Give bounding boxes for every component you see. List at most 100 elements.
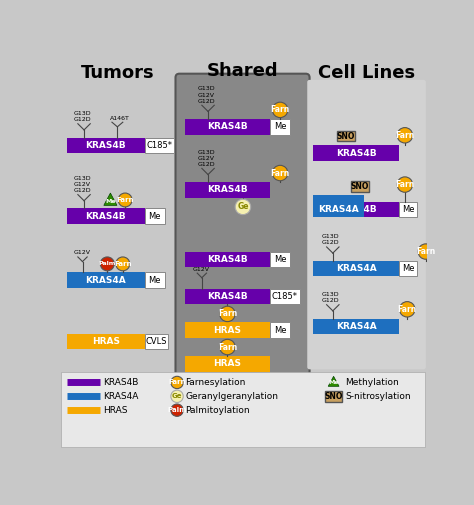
Text: Farn: Farn [271,106,290,114]
FancyBboxPatch shape [313,201,399,217]
Text: G12V: G12V [197,156,214,161]
Text: SNO: SNO [337,132,355,140]
Text: Farn: Farn [395,131,415,140]
Text: Me: Me [402,264,414,273]
Text: HRAS: HRAS [213,360,241,369]
FancyBboxPatch shape [175,74,310,376]
FancyBboxPatch shape [67,334,145,349]
FancyBboxPatch shape [307,80,426,369]
Text: KRAS4B: KRAS4B [336,205,376,214]
FancyBboxPatch shape [313,261,399,276]
Text: G13D: G13D [197,149,215,155]
Text: Ge: Ge [172,393,182,399]
FancyBboxPatch shape [61,372,425,447]
Text: Farn: Farn [117,197,134,203]
Text: Farnesylation: Farnesylation [186,378,246,387]
Circle shape [397,128,413,143]
Text: A146T: A146T [110,116,130,121]
Text: G12D: G12D [73,117,91,122]
Circle shape [171,390,183,402]
FancyBboxPatch shape [313,145,399,161]
Circle shape [100,257,114,271]
Text: HRAS: HRAS [92,337,120,346]
FancyBboxPatch shape [325,391,342,401]
Text: KRAS4B: KRAS4B [85,141,126,150]
Text: Cell Lines: Cell Lines [319,64,416,82]
FancyBboxPatch shape [145,209,164,224]
Text: Farn: Farn [395,180,415,189]
Circle shape [116,257,130,271]
Text: G12D: G12D [73,188,91,193]
FancyBboxPatch shape [185,119,270,134]
FancyBboxPatch shape [351,181,369,191]
FancyBboxPatch shape [399,261,417,276]
Text: KRAS4B: KRAS4B [103,378,139,387]
Text: KRAS4B: KRAS4B [207,292,248,300]
FancyBboxPatch shape [270,251,290,267]
Text: Palmitoylation: Palmitoylation [186,406,250,415]
Text: C185*: C185* [272,292,298,300]
Text: KRAS4B: KRAS4B [207,185,248,194]
Circle shape [235,199,251,215]
Text: KRAS4B: KRAS4B [207,255,248,264]
Circle shape [273,102,288,118]
Text: Palm: Palm [167,407,187,413]
Text: Farn: Farn [416,247,436,256]
Text: G13D: G13D [322,292,339,297]
Text: Me: Me [148,276,161,284]
Text: Me: Me [328,380,339,385]
FancyBboxPatch shape [67,272,145,288]
FancyBboxPatch shape [185,357,270,372]
Text: Farn: Farn [218,342,237,351]
Circle shape [171,404,183,416]
Text: KRAS4A: KRAS4A [336,322,376,331]
Circle shape [171,376,183,389]
Text: G12D: G12D [197,98,215,104]
Circle shape [118,193,132,207]
FancyBboxPatch shape [185,182,270,197]
Text: G13D: G13D [197,86,215,91]
Text: Farn: Farn [168,379,186,385]
FancyBboxPatch shape [270,288,300,304]
FancyBboxPatch shape [313,319,399,334]
Text: G13D: G13D [73,111,91,116]
Text: Farn: Farn [218,310,237,319]
Text: Methylation: Methylation [345,378,399,387]
Text: Me: Me [148,212,161,221]
Text: Me: Me [402,205,414,214]
FancyBboxPatch shape [145,137,174,153]
FancyBboxPatch shape [59,80,178,369]
Text: Farn: Farn [398,305,417,314]
FancyBboxPatch shape [145,272,164,288]
FancyBboxPatch shape [337,131,356,141]
Text: C185*: C185* [146,141,172,150]
Circle shape [397,177,413,192]
Text: G12V: G12V [73,250,90,256]
FancyBboxPatch shape [145,334,168,349]
Text: Palm: Palm [99,262,116,266]
Text: G12D: G12D [197,162,215,167]
Text: Me: Me [105,199,116,204]
Circle shape [219,306,235,322]
Text: G13D: G13D [73,176,91,181]
Text: SNO: SNO [324,392,343,401]
Text: Geranylgeranylation: Geranylgeranylation [186,392,279,401]
Text: Shared: Shared [207,63,279,80]
Text: KRAS4B: KRAS4B [85,212,126,221]
Text: KRAS4A: KRAS4A [336,264,376,273]
FancyBboxPatch shape [185,322,270,338]
FancyBboxPatch shape [185,288,270,304]
Text: Farn: Farn [271,169,290,178]
Text: G12V: G12V [197,92,214,97]
Text: CVLS: CVLS [146,337,167,346]
FancyBboxPatch shape [185,251,270,267]
Text: HRAS: HRAS [213,326,241,335]
Text: G12V: G12V [192,267,210,272]
Text: Me: Me [274,255,286,264]
FancyBboxPatch shape [67,209,145,224]
Text: G13D: G13D [322,234,339,239]
Circle shape [418,244,434,259]
Text: G12D: G12D [322,240,339,245]
Text: Tumors: Tumors [82,64,155,82]
Text: Me: Me [274,326,286,335]
